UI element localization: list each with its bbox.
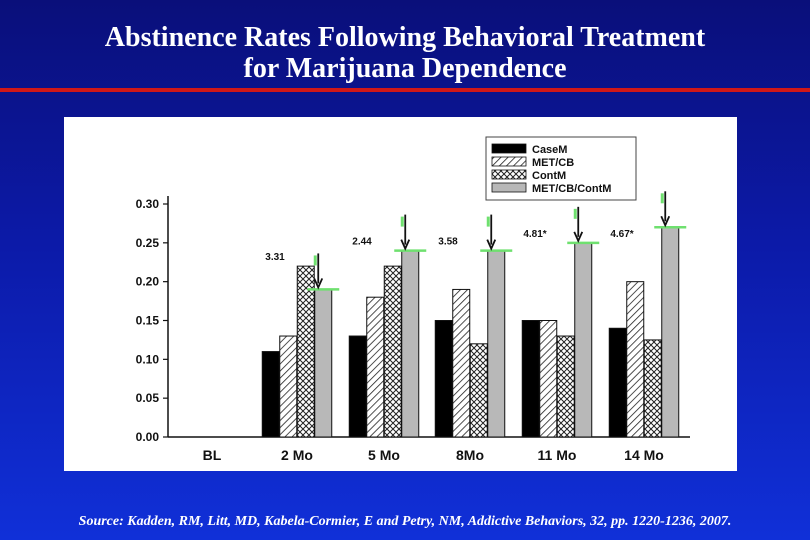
bar-met-cb-14-mo bbox=[626, 281, 645, 438]
bar-contm-5-mo bbox=[383, 265, 402, 438]
annotation-label: 4.67* bbox=[610, 229, 633, 240]
slide-title-line1: Abstinence Rates Following Behavioral Tr… bbox=[104, 22, 706, 53]
x-tick-label: BL bbox=[203, 447, 222, 463]
bar-met-cb-8mo bbox=[452, 288, 471, 438]
bar-met-cb-5-mo bbox=[366, 296, 385, 438]
highlight-arrow-head bbox=[313, 278, 324, 290]
bar-contm-2-mo bbox=[296, 265, 315, 438]
legend-swatch bbox=[491, 182, 527, 193]
x-tick-label: 11 Mo bbox=[538, 447, 577, 463]
y-tick-label: 0.25 bbox=[136, 236, 160, 250]
bar-met-cb-2-mo bbox=[279, 335, 298, 438]
bar-met-cb-contm-2-mo bbox=[314, 288, 333, 438]
annotation-label: 3.58 bbox=[438, 237, 458, 248]
legend-swatch bbox=[491, 156, 527, 167]
highlight-arrow-head bbox=[400, 239, 411, 251]
legend-swatch bbox=[491, 143, 527, 154]
bar-met-cb-contm-5-mo bbox=[401, 250, 420, 438]
bar-met-cb-contm-8mo bbox=[487, 250, 506, 438]
y-tick-label: 0.30 bbox=[136, 197, 160, 211]
x-tick-label: 14 Mo bbox=[624, 447, 664, 463]
highlight-arrow-head bbox=[486, 239, 497, 251]
annotation-label: 3.31 bbox=[265, 252, 285, 263]
x-tick-label: 5 Mo bbox=[368, 447, 400, 463]
bar-casem-5-mo bbox=[348, 335, 367, 438]
legend-entry: MET/CB bbox=[532, 157, 574, 169]
slide-title: Abstinence Rates Following Behavioral Tr… bbox=[0, 22, 810, 84]
bar-met-cb-contm-11-mo bbox=[574, 242, 593, 438]
legend-entry: ContM bbox=[532, 170, 566, 182]
highlight-arrow-head bbox=[573, 231, 584, 244]
y-tick-label: 0.20 bbox=[136, 275, 160, 289]
annotation-label: 2.44 bbox=[352, 237, 372, 248]
bar-casem-11-mo bbox=[521, 320, 540, 438]
bar-contm-8mo bbox=[469, 343, 488, 438]
legend-entry: CaseM bbox=[532, 144, 567, 156]
title-divider bbox=[0, 88, 810, 92]
bar-met-cb-contm-14-mo bbox=[661, 226, 680, 438]
bar-casem-2-mo bbox=[261, 351, 280, 438]
y-tick-label: 0.10 bbox=[136, 352, 160, 366]
bar-casem-14-mo bbox=[608, 327, 627, 438]
x-tick-label: 2 Mo bbox=[281, 447, 313, 463]
bar-met-cb-11-mo bbox=[539, 320, 558, 438]
legend-swatch bbox=[491, 169, 527, 180]
bar-contm-11-mo bbox=[556, 335, 575, 438]
x-tick-label: 8Mo bbox=[456, 447, 484, 463]
bar-casem-8mo bbox=[434, 320, 453, 438]
legend-entry: MET/CB/ContM bbox=[532, 183, 611, 195]
bar-contm-14-mo bbox=[643, 339, 662, 438]
highlight-arrow-head bbox=[660, 215, 671, 228]
y-tick-label: 0.15 bbox=[136, 314, 160, 328]
annotation-label: 4.81* bbox=[523, 229, 546, 240]
source-citation: Source: Kadden, RM, Litt, MD, Kabela-Cor… bbox=[78, 514, 732, 529]
y-tick-label: 0.00 bbox=[136, 430, 160, 444]
slide-title-line2: for Marijuana Dependence bbox=[243, 53, 567, 84]
y-tick-label: 0.05 bbox=[136, 391, 160, 405]
